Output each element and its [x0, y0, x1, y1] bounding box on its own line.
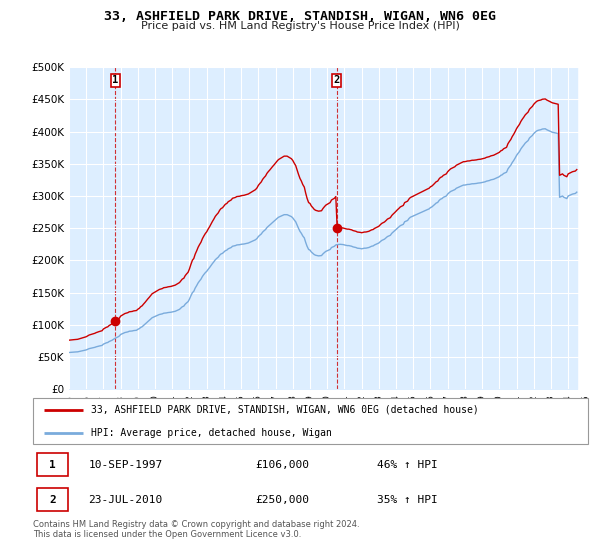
Text: 33, ASHFIELD PARK DRIVE, STANDISH, WIGAN, WN6 0EG: 33, ASHFIELD PARK DRIVE, STANDISH, WIGAN…: [104, 10, 496, 23]
Bar: [37, 452, 68, 477]
Text: HPI: Average price, detached house, Wigan: HPI: Average price, detached house, Wiga…: [91, 428, 332, 438]
Text: Contains HM Land Registry data © Crown copyright and database right 2024.
This d: Contains HM Land Registry data © Crown c…: [33, 520, 359, 539]
Text: 1: 1: [112, 75, 119, 85]
Text: £250,000: £250,000: [255, 494, 309, 505]
Text: 2: 2: [334, 75, 340, 85]
Text: 35% ↑ HPI: 35% ↑ HPI: [377, 494, 438, 505]
Text: 10-SEP-1997: 10-SEP-1997: [89, 460, 163, 469]
Text: £106,000: £106,000: [255, 460, 309, 469]
Text: 1: 1: [49, 460, 56, 469]
Text: 33, ASHFIELD PARK DRIVE, STANDISH, WIGAN, WN6 0EG (detached house): 33, ASHFIELD PARK DRIVE, STANDISH, WIGAN…: [91, 405, 479, 415]
Text: 23-JUL-2010: 23-JUL-2010: [89, 494, 163, 505]
Text: 2: 2: [49, 494, 56, 505]
Text: 46% ↑ HPI: 46% ↑ HPI: [377, 460, 438, 469]
Text: Price paid vs. HM Land Registry's House Price Index (HPI): Price paid vs. HM Land Registry's House …: [140, 21, 460, 31]
Bar: [37, 488, 68, 511]
